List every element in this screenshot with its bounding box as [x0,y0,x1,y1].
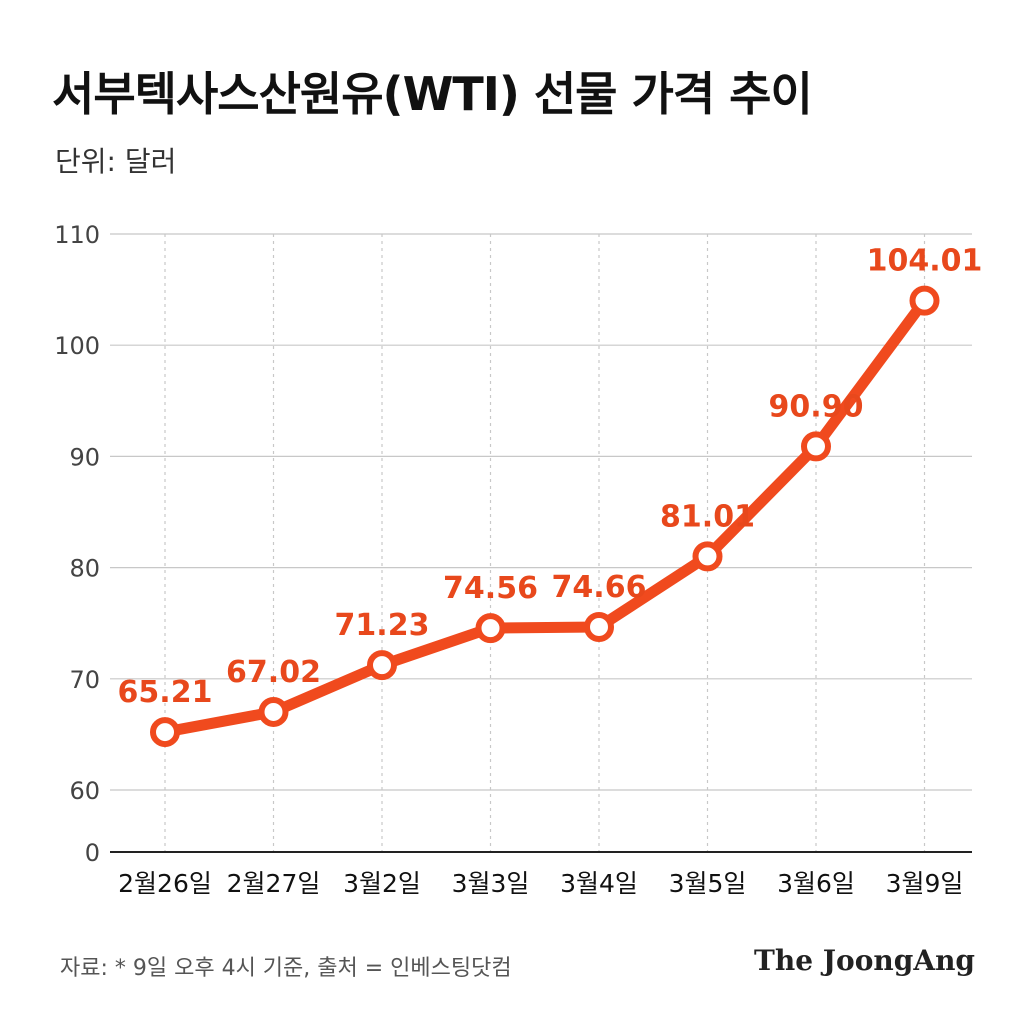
data-point [258,696,289,727]
data-point [150,717,180,748]
data-point [367,650,397,681]
unit-label: 단위: 달러 [55,145,177,178]
data-label: 74.66 [552,570,647,605]
x-tick-label: 3월4일 [560,869,638,898]
brand-logo: The JoongAng [754,944,975,977]
data-label: 90.90 [769,389,864,424]
x-tick-label: 3월6일 [777,869,855,898]
data-point [909,285,940,316]
y-tick-label: 0 [85,839,100,867]
y-tick-label: 100 [54,332,100,360]
data-label: 104.01 [867,244,983,279]
data-label: 74.56 [443,571,538,606]
data-point [584,611,614,642]
x-tick-label: 3월3일 [452,869,530,898]
y-tick-label: 60 [69,777,100,805]
data-label: 71.23 [335,608,430,643]
grid [110,233,972,852]
data-point [475,613,506,644]
data-label: 67.02 [226,655,321,690]
data-label: 65.21 [118,675,213,710]
x-tick-label: 3월9일 [886,869,964,898]
chart-title: 서부텍사스산원유(WTI) 선물 가격 추이 [52,67,813,121]
source-note: 자료: * 9일 오후 4시 기준, 출처 = 인베스팅닷컴 [60,956,512,981]
data-labels: 65.21 67.02 71.23 74.56 74.66 81.01 90.90 104.0… [118,244,983,710]
data-point [801,431,831,462]
x-tick-label: 2월27일 [227,869,321,898]
series-line [159,295,930,738]
y-tick-label: 90 [69,443,100,471]
y-tick-label: 70 [69,666,100,694]
y-tick-label: 110 [54,221,100,249]
series-line-layer [159,295,930,738]
data-points [150,285,940,748]
data-point [692,541,723,572]
x-tick-label: 3월5일 [669,869,747,898]
axes: 0 60 70 80 90 100 110 2월26일 2월27일 3월2일 3월3일 3월4일 3월5… [54,221,972,898]
data-label: 81.01 [660,499,755,534]
y-tick-label: 80 [69,555,100,583]
x-tick-label: 2월26일 [118,869,212,898]
x-tick-label: 3월2일 [343,869,421,898]
